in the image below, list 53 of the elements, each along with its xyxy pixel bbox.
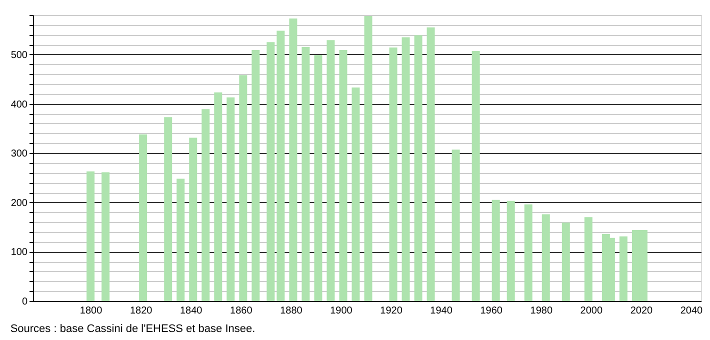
- bar: [326, 40, 335, 301]
- bar: [584, 217, 592, 301]
- bar: [176, 178, 185, 301]
- y-tick-label: 300: [10, 148, 28, 160]
- x-tick-label: 2040: [680, 306, 704, 316]
- y-tick-label: 400: [10, 99, 28, 110]
- bar: [389, 48, 398, 301]
- bar: [302, 47, 310, 301]
- x-tick-label: 1800: [80, 306, 103, 316]
- x-tick-label: 1960: [480, 306, 503, 316]
- x-tick-label: 2000: [580, 306, 603, 316]
- bar: [414, 35, 422, 301]
- bar: [352, 87, 360, 301]
- x-tick-label: 1840: [180, 306, 203, 316]
- y-tick-label: 100: [10, 247, 28, 258]
- x-tick-label: 1940: [430, 306, 453, 316]
- bar: [239, 75, 248, 301]
- bar: [276, 30, 285, 301]
- bar: [202, 109, 210, 301]
- bar: [426, 27, 435, 301]
- bar: [266, 42, 275, 301]
- bar: [102, 172, 110, 301]
- y-tick-label: 200: [10, 198, 28, 209]
- bar: [619, 236, 628, 301]
- bar: [226, 97, 235, 301]
- bar: [506, 200, 515, 301]
- bar: [252, 50, 260, 301]
- bar: [562, 222, 570, 301]
- bar: [314, 54, 322, 301]
- x-tick-label: 1920: [380, 306, 403, 316]
- x-tick-label: 1880: [280, 306, 303, 316]
- x-tick-label: 1900: [330, 306, 353, 316]
- x-tick-label: 1820: [130, 306, 153, 316]
- bar: [164, 117, 172, 301]
- bar: [364, 16, 372, 301]
- y-tick-label: 500: [10, 50, 28, 61]
- x-tick-label: 1860: [230, 306, 253, 316]
- bar: [214, 92, 222, 301]
- bar: [339, 50, 348, 301]
- bar: [452, 150, 460, 301]
- bar: [189, 138, 198, 301]
- bar: [524, 204, 532, 301]
- bar: [289, 18, 298, 301]
- bar: [492, 200, 500, 301]
- bar: [472, 50, 480, 301]
- x-tick-label: 2020: [630, 306, 654, 316]
- bar: [139, 134, 148, 301]
- bar: [86, 171, 95, 301]
- bar: [542, 214, 550, 301]
- bar: [402, 37, 410, 301]
- y-tick-label: 0: [22, 296, 28, 308]
- source-note: Sources : base Cassini de l'EHESS et base Insee.: [10, 323, 256, 335]
- x-tick-label: 1980: [530, 306, 553, 316]
